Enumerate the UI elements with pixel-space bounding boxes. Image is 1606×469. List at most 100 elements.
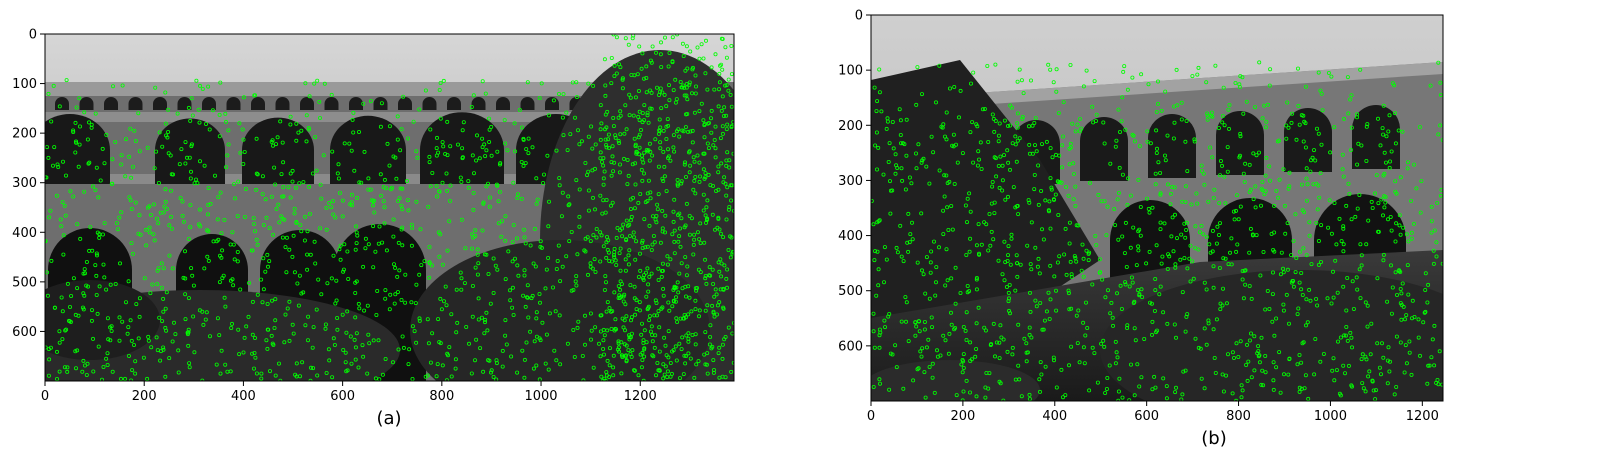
keypoint-marker [659, 274, 664, 279]
keypoint-marker [661, 376, 666, 381]
keypoint-marker [1162, 221, 1167, 226]
keypoint-marker [1329, 231, 1334, 236]
keypoint-marker [299, 128, 304, 133]
keypoint-marker [330, 199, 335, 204]
keypoint-marker [526, 136, 531, 141]
keypoint-marker [965, 283, 970, 288]
keypoint-marker [611, 124, 616, 129]
keypoint-marker [1139, 72, 1144, 77]
keypoint-marker [1434, 254, 1439, 259]
keypoint-marker [1046, 290, 1051, 295]
keypoint-marker [1036, 163, 1041, 168]
keypoint-marker [606, 238, 611, 243]
keypoint-marker [636, 373, 641, 378]
keypoint-marker [717, 227, 722, 232]
keypoint-marker [681, 54, 686, 59]
keypoint-marker [716, 216, 721, 221]
keypoint-marker [1247, 250, 1252, 255]
arch [471, 97, 486, 110]
keypoint-marker [484, 252, 489, 257]
keypoint-marker [223, 362, 228, 367]
keypoint-marker [644, 294, 649, 299]
keypoint-marker [1361, 386, 1366, 391]
keypoint-marker [645, 113, 650, 118]
keypoint-marker [975, 124, 980, 129]
keypoint-marker [893, 152, 898, 157]
keypoint-marker [543, 286, 548, 291]
keypoint-marker [1398, 286, 1403, 291]
keypoint-marker [908, 232, 913, 237]
keypoint-marker [470, 153, 475, 158]
keypoint-marker [334, 298, 339, 303]
keypoint-marker [348, 334, 353, 339]
keypoint-marker [980, 107, 985, 112]
keypoint-marker [210, 108, 215, 113]
keypoint-marker [480, 145, 485, 150]
keypoint-marker [371, 265, 376, 270]
keypoint-marker [399, 203, 404, 208]
keypoint-marker [589, 337, 594, 342]
keypoint-marker [701, 167, 706, 172]
keypoint-marker [646, 120, 651, 125]
keypoint-marker [703, 71, 708, 76]
keypoint-marker [306, 126, 311, 131]
keypoint-marker [294, 220, 299, 225]
keypoint-marker [923, 291, 928, 296]
keypoint-marker [697, 314, 702, 319]
keypoint-marker [1165, 266, 1170, 271]
keypoint-marker [353, 315, 358, 320]
keypoint-marker [453, 366, 458, 371]
keypoint-marker [674, 295, 679, 300]
keypoint-marker [546, 113, 551, 118]
keypoint-marker [631, 195, 636, 200]
keypoint-marker [1009, 236, 1014, 241]
keypoint-marker [1174, 335, 1179, 340]
keypoint-marker [915, 367, 920, 372]
keypoint-marker [920, 158, 925, 163]
arch [520, 97, 535, 110]
keypoint-marker [1030, 123, 1035, 128]
keypoint-marker [1153, 276, 1158, 281]
keypoint-marker [991, 237, 996, 242]
keypoint-marker [526, 315, 531, 320]
keypoint-marker [73, 120, 78, 125]
keypoint-marker [1245, 342, 1250, 347]
keypoint-marker [1332, 125, 1337, 130]
keypoint-marker [304, 113, 309, 118]
keypoint-marker [290, 322, 295, 327]
keypoint-marker [1199, 223, 1204, 228]
keypoint-marker [612, 255, 617, 260]
keypoint-marker [661, 178, 666, 183]
keypoint-marker [877, 218, 882, 223]
keypoint-marker [713, 124, 718, 129]
keypoint-marker [642, 217, 647, 222]
keypoint-marker [1316, 131, 1321, 136]
keypoint-marker [1103, 390, 1108, 395]
keypoint-marker [1125, 202, 1130, 207]
keypoint-marker [350, 117, 355, 122]
keypoint-marker [235, 214, 240, 219]
keypoint-marker [379, 193, 384, 198]
keypoint-marker [1327, 198, 1332, 203]
keypoint-marker [489, 124, 494, 129]
keypoint-marker [681, 372, 686, 377]
keypoint-marker [1380, 126, 1385, 131]
keypoint-marker [1400, 129, 1405, 134]
keypoint-marker [711, 358, 716, 363]
keypoint-marker [1294, 255, 1299, 260]
keypoint-marker [974, 394, 979, 399]
keypoint-marker [1020, 117, 1025, 122]
keypoint-marker [1014, 253, 1019, 258]
keypoint-marker [1378, 143, 1383, 148]
keypoint-marker [1137, 384, 1142, 389]
keypoint-marker [654, 50, 659, 55]
keypoint-marker [1262, 103, 1267, 108]
keypoint-marker [1310, 155, 1315, 160]
keypoint-marker [497, 189, 502, 194]
keypoint-marker [534, 334, 539, 339]
keypoint-marker [1281, 270, 1286, 275]
keypoint-marker [499, 219, 504, 224]
keypoint-marker [1153, 385, 1158, 390]
keypoint-marker [566, 194, 571, 199]
keypoint-marker [910, 237, 915, 242]
